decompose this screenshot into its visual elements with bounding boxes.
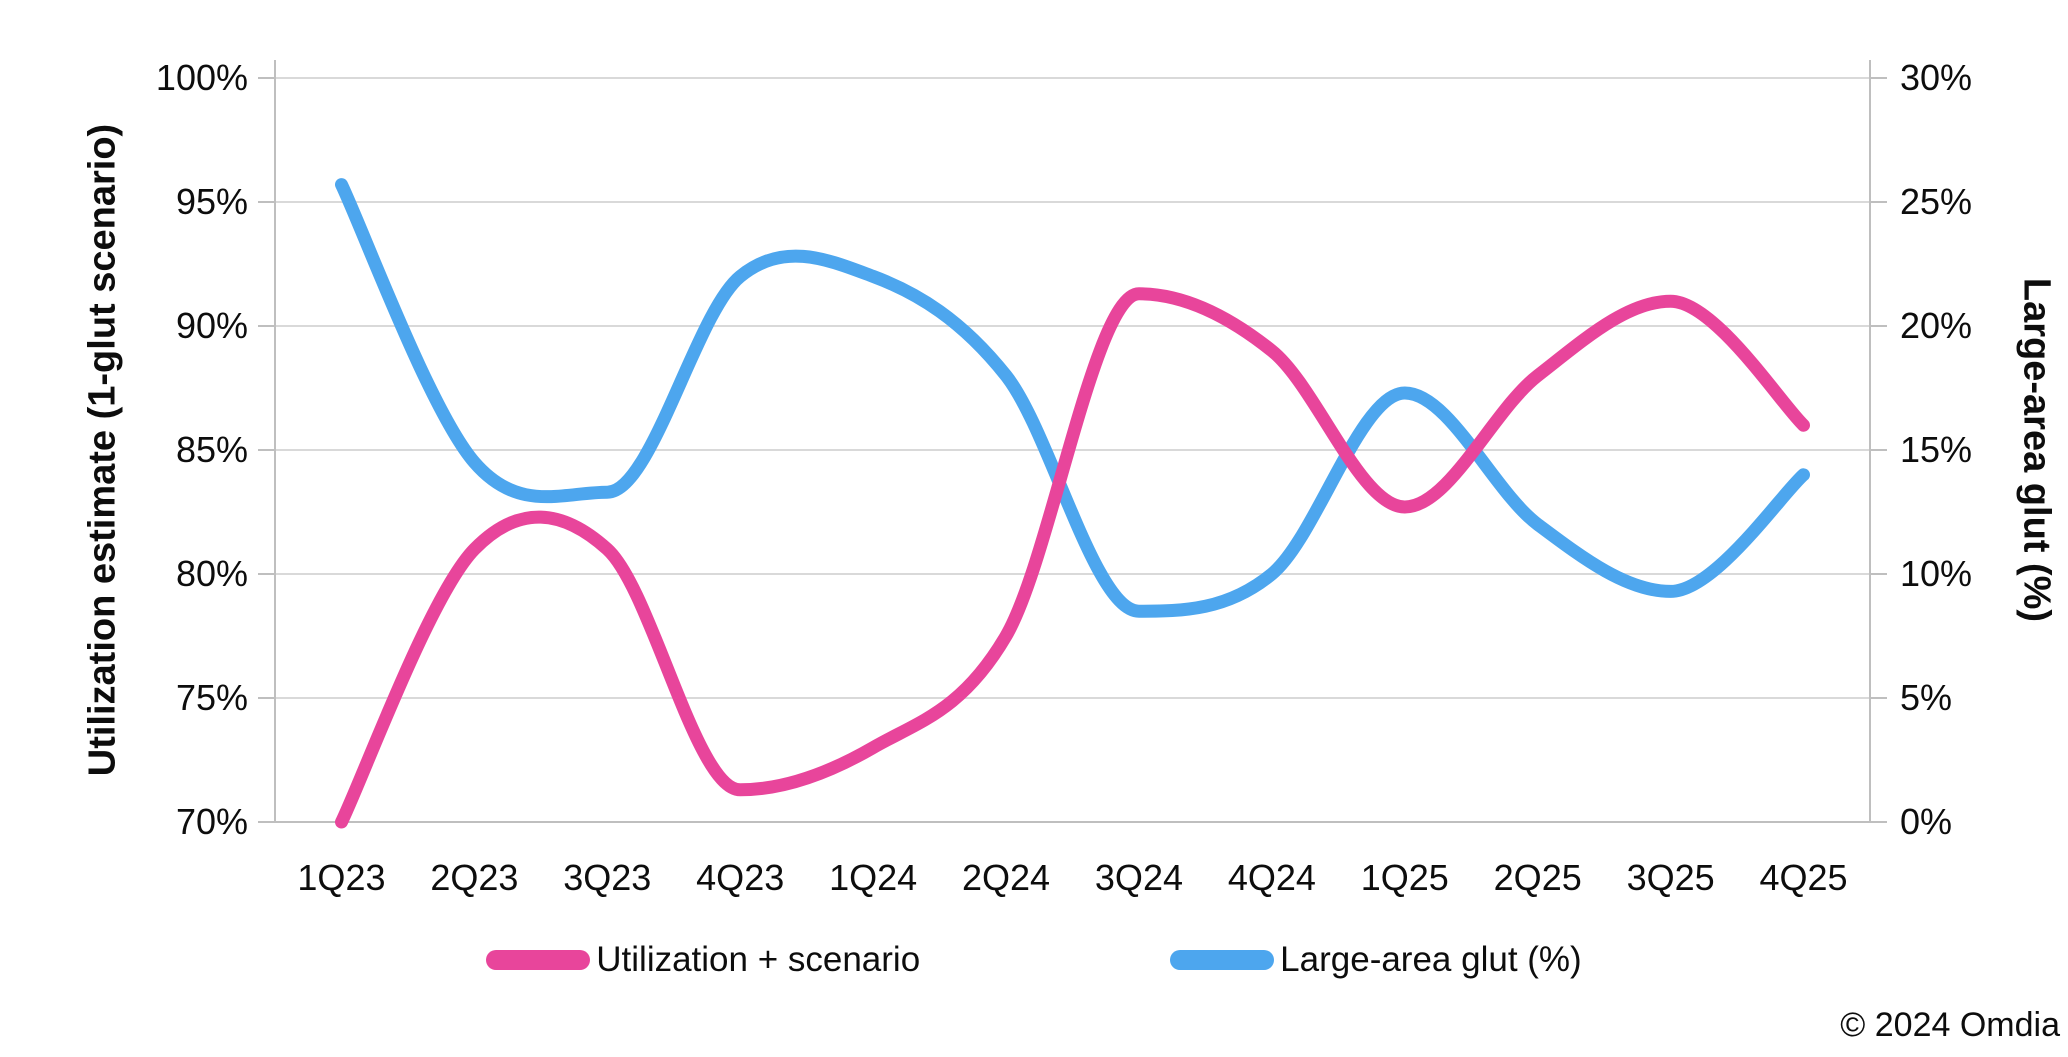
legend-label-glut: Large-area glut (%) [1280,940,1582,979]
right-axis-tick-label: 20% [1900,305,1973,346]
left-axis-title: Utilization estimate (1-glut scenario) [81,123,124,777]
x-axis-tick-label: 3Q24 [1094,857,1183,898]
right-axis-tick-label: 10% [1900,553,1973,594]
right-axis-tick-label: 5% [1900,677,1953,718]
x-axis-tick-label: 1Q23 [297,857,386,898]
x-axis-tick-label: 4Q23 [696,857,785,898]
left-axis-tick-label: 95% [175,181,248,222]
right-axis-tick-label: 25% [1900,181,1973,222]
copyright-text: © 2024 Omdia [1840,1006,2060,1044]
right-axis-tick-label: 15% [1900,429,1973,470]
legend-swatch-utilization-icon [486,949,591,970]
legend: Utilization + scenario Large-area glut (… [0,942,2068,977]
left-axis-tick-label: 100% [155,57,248,98]
right-axis-tick-label: 30% [1900,57,1973,98]
left-axis-tick-label: 70% [175,801,248,842]
left-axis-tick-label: 75% [175,677,248,718]
right-axis-tick-label: 0% [1900,801,1953,842]
utilization-line [335,287,1810,829]
large-area-glut-line [335,178,1810,618]
legend-item-glut: Large-area glut (%) [1170,942,1582,977]
x-axis-tick-label: 1Q25 [1360,857,1449,898]
x-axis-tick-label: 4Q25 [1759,857,1848,898]
x-axis-tick-label: 2Q23 [430,857,519,898]
x-axis-tick-label: 1Q24 [829,857,918,898]
left-axis-tick-label: 80% [175,553,248,594]
x-axis-tick-label: 2Q24 [961,857,1051,898]
legend-swatch-glut-icon [1170,949,1275,970]
legend-item-utilization: Utilization + scenario [486,942,920,977]
x-axis-tick-label: 4Q24 [1227,857,1316,898]
x-axis-tick-label: 3Q25 [1626,857,1715,898]
right-axis-title: Large-area glut (%) [2015,277,2058,623]
x-axis-tick-label: 2Q25 [1493,857,1582,898]
x-axis-tick-label: 3Q23 [563,857,652,898]
legend-label-utilization: Utilization + scenario [596,940,921,979]
left-axis-tick-label: 90% [175,305,248,346]
left-axis-tick-label: 85% [175,429,248,470]
